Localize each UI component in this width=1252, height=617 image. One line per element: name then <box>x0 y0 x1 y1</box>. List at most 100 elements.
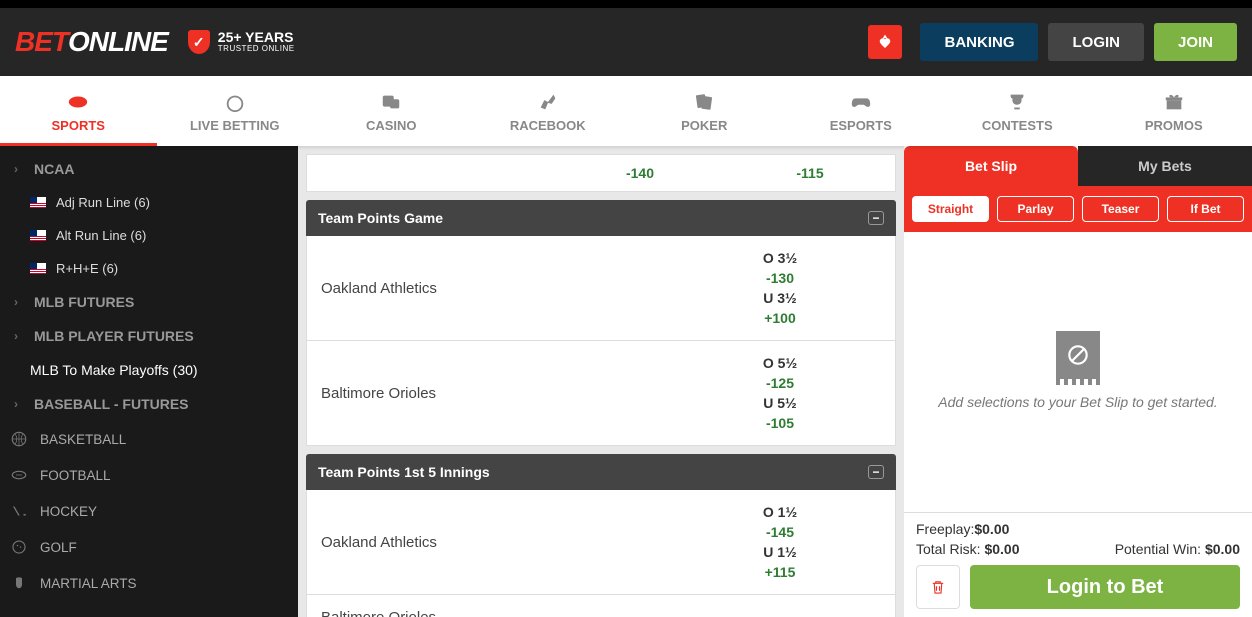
odds-price: -125 <box>766 375 794 391</box>
sidebar-item-baseball-futures[interactable]: ›BASEBALL - FUTURES <box>0 387 298 421</box>
betslip-empty-state: Add selections to your Bet Slip to get s… <box>904 232 1252 512</box>
sidebar-item-mlb-player-futures[interactable]: ›MLB PLAYER FUTURES <box>0 319 298 353</box>
match-row: Oakland Athletics O 1½ -145 U 1½ +115 <box>306 490 896 595</box>
odds-cell[interactable]: O 5½ -125 U 5½ -105 <box>695 355 865 431</box>
nav-label: SPORTS <box>52 118 105 133</box>
sidebar-label: MLB To Make Playoffs (30) <box>30 362 198 378</box>
sidebar-label: BASEBALL - FUTURES <box>34 396 189 412</box>
odds-cell[interactable]: O 3½ -130 U 3½ +100 <box>695 250 865 326</box>
nav-label: PROMOS <box>1145 118 1203 133</box>
basketball-icon <box>10 430 28 448</box>
trust-years: 25+ YEARS <box>218 30 295 45</box>
sidebar-item-alt-run-line[interactable]: Alt Run Line (6) <box>0 219 298 252</box>
bet-type-parlay[interactable]: Parlay <box>997 196 1074 222</box>
nav-racebook[interactable]: RACEBOOK <box>470 76 627 146</box>
match-row: Baltimore Orioles O 5½ -125 U 5½ -105 <box>306 341 896 446</box>
odds-cell[interactable]: O 1½ -145 U 1½ +115 <box>695 504 865 580</box>
clear-slip-button[interactable] <box>916 565 960 609</box>
sidebar-label: R+H+E (6) <box>56 261 118 276</box>
login-button[interactable]: LOGIN <box>1048 23 1144 61</box>
bet-type-teaser[interactable]: Teaser <box>1082 196 1159 222</box>
cards-icon <box>690 90 718 114</box>
sidebar-item-mlb-playoffs[interactable]: MLB To Make Playoffs (30) <box>0 353 298 387</box>
sidebar-item-rhe[interactable]: R+H+E (6) <box>0 252 298 285</box>
sidebar-sport-football[interactable]: FOOTBALL <box>0 457 298 493</box>
golf-icon <box>10 538 28 556</box>
sidebar-item-ncaa[interactable]: ›NCAA <box>0 152 298 186</box>
chevron-right-icon: › <box>14 162 24 176</box>
team-name: Baltimore Orioles <box>307 609 695 617</box>
trust-subtitle: TRUSTED ONLINE <box>218 45 295 54</box>
sidebar-sport-basketball[interactable]: BASKETBALL <box>0 421 298 457</box>
team-name: Oakland Athletics <box>307 504 695 580</box>
bet-slip: Bet Slip My Bets Straight Parlay Teaser … <box>904 146 1252 617</box>
american-football-icon <box>10 466 28 484</box>
collapse-icon[interactable]: − <box>868 211 884 225</box>
sidebar-label: HOCKEY <box>40 504 97 519</box>
section-team-points-5innings[interactable]: Team Points 1st 5 Innings − <box>306 454 896 490</box>
tab-my-bets[interactable]: My Bets <box>1078 146 1252 186</box>
betslip-footer: Freeplay: $0.00 Total Risk: $0.00 Potent… <box>904 512 1252 617</box>
banking-button[interactable]: BANKING <box>920 23 1038 61</box>
odds-line: U 1½ <box>763 544 796 560</box>
sidebar-item-mlb-futures[interactable]: › MLB FUTURES <box>0 285 298 319</box>
value: $0.00 <box>1205 541 1240 557</box>
nav-esports[interactable]: ESPORTS <box>783 76 940 146</box>
sidebar-sport-martial-arts[interactable]: MARTIAL ARTS <box>0 565 298 601</box>
odds-cell[interactable]: -115 <box>725 155 895 191</box>
value: $0.00 <box>984 541 1019 557</box>
sidebar-sport-golf[interactable]: GOLF <box>0 529 298 565</box>
us-flag-icon <box>30 230 46 241</box>
bet-type-straight[interactable]: Straight <box>912 196 989 222</box>
sidebar-label: FOOTBALL <box>40 468 111 483</box>
join-button[interactable]: JOIN <box>1154 23 1237 61</box>
section-title: Team Points Game <box>318 210 443 226</box>
sidebar-sport-hockey[interactable]: HOCKEY <box>0 493 298 529</box>
nav-casino[interactable]: CASINO <box>313 76 470 146</box>
main-header: BETONLINE 25+ YEARS TRUSTED ONLINE BANKI… <box>0 8 1252 76</box>
sidebar: ›NCAA Adj Run Line (6) Alt Run Line (6) … <box>0 146 298 617</box>
gift-icon <box>1160 90 1188 114</box>
odds-cell[interactable]: -140 <box>555 155 725 191</box>
football-icon <box>64 90 92 114</box>
dice-icon <box>377 90 405 114</box>
empty-text: Add selections to your Bet Slip to get s… <box>938 393 1217 413</box>
collapse-icon[interactable]: − <box>868 465 884 479</box>
hockey-icon <box>10 502 28 520</box>
nav-label: POKER <box>681 118 727 133</box>
market-row: -140 -115 <box>306 154 896 192</box>
betslip-tabs: Bet Slip My Bets <box>904 146 1252 186</box>
site-logo[interactable]: BETONLINE <box>15 26 168 58</box>
bet-type-ifbet[interactable]: If Bet <box>1167 196 1244 222</box>
nav-promos[interactable]: PROMOS <box>1096 76 1252 146</box>
sidebar-label: GOLF <box>40 540 77 555</box>
nav-live[interactable]: LIVE BETTING <box>157 76 314 146</box>
sidebar-label: Alt Run Line (6) <box>56 228 146 243</box>
match-row: Baltimore Orioles <box>306 595 896 617</box>
bet-type-row: Straight Parlay Teaser If Bet <box>904 186 1252 232</box>
section-team-points-game[interactable]: Team Points Game − <box>306 200 896 236</box>
value: $0.00 <box>974 521 1009 537</box>
team-name: Oakland Athletics <box>307 250 695 326</box>
section-title: Team Points 1st 5 Innings <box>318 464 490 480</box>
odds-line: O 5½ <box>763 355 797 371</box>
label: Potential Win: <box>1115 541 1205 557</box>
nav-label: CONTESTS <box>982 118 1053 133</box>
login-to-bet-button[interactable]: Login to Bet <box>970 565 1240 609</box>
nav-sports[interactable]: SPORTS <box>0 76 157 146</box>
chevron-right-icon: › <box>14 295 24 309</box>
tab-bet-slip[interactable]: Bet Slip <box>904 146 1078 186</box>
nav-poker[interactable]: POKER <box>626 76 783 146</box>
card-suit-icon[interactable] <box>868 25 902 59</box>
nav-label: RACEBOOK <box>510 118 586 133</box>
nav-label: LIVE BETTING <box>190 118 280 133</box>
logo-bet: BET <box>15 26 68 58</box>
nav-contests[interactable]: CONTESTS <box>939 76 1096 146</box>
odds-price: +100 <box>764 310 796 326</box>
horse-icon <box>534 90 562 114</box>
odds-content: -140 -115 Team Points Game − Oakland Ath… <box>298 146 904 617</box>
odds-line: U 5½ <box>763 395 796 411</box>
sidebar-label: MLB FUTURES <box>34 294 134 310</box>
us-flag-icon <box>30 263 46 274</box>
sidebar-item-adj-run-line[interactable]: Adj Run Line (6) <box>0 186 298 219</box>
